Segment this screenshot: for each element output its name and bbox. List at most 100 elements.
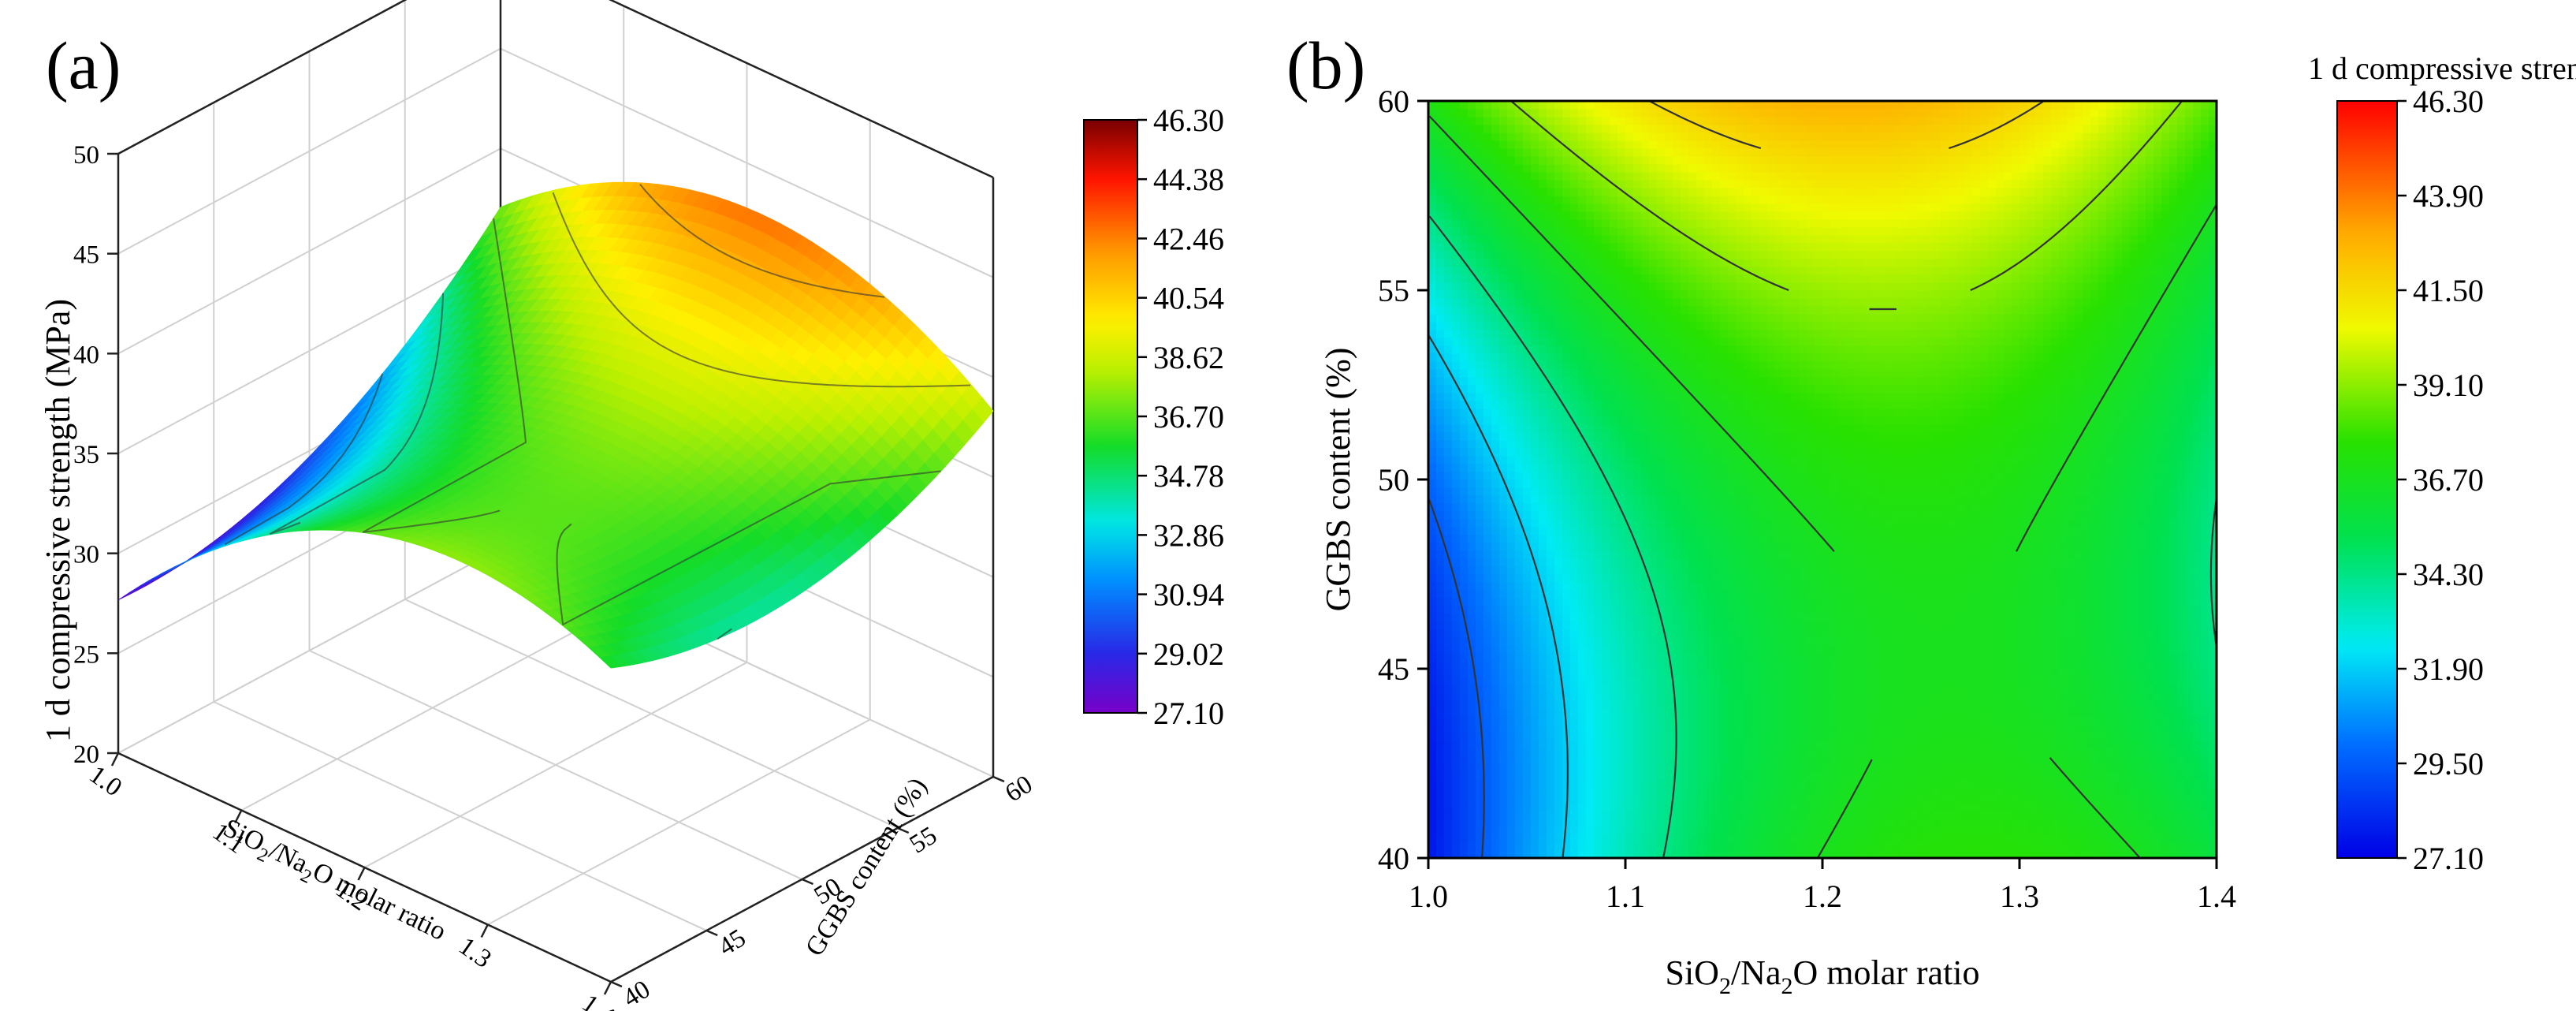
z-tick-label: 20 (73, 741, 99, 769)
contour-cell (1468, 795, 1476, 804)
contour-cell (1783, 724, 1792, 733)
contour-cell (1570, 771, 1579, 780)
contour-cell (1759, 803, 1768, 811)
contour-cell (2106, 803, 2115, 811)
contour-cell (1728, 614, 1737, 622)
contour-cell (2185, 614, 2194, 622)
contour-cell (1878, 621, 1886, 630)
contour-cell (1941, 755, 1949, 764)
contour-cell (1870, 834, 1878, 843)
contour-cell (1649, 692, 1658, 701)
contour-cell (1547, 708, 1555, 717)
contour-cell (2177, 645, 2186, 654)
contour-cell (1893, 708, 1902, 717)
contour-cell (2012, 677, 2020, 685)
contour-cell (2051, 653, 2060, 662)
contour-cell (2114, 842, 2123, 851)
contour-cell (1688, 771, 1697, 780)
z-tick-label: 45 (73, 241, 99, 270)
contour-cell (1515, 685, 1524, 693)
contour-cell (1633, 708, 1642, 717)
contour-cell (1720, 819, 1729, 827)
contour-cell (1625, 629, 1634, 638)
contour-cell (1665, 748, 1673, 756)
contour-cell (1830, 803, 1839, 811)
contour-cell (1846, 629, 1855, 638)
contour-cell (1736, 677, 1744, 685)
contour-cell (2153, 826, 2162, 835)
contour-cell (1507, 842, 1516, 851)
contour-cell (1775, 692, 1784, 701)
contour-cell (1665, 700, 1673, 709)
contour-cell (2161, 732, 2170, 741)
contour-cell (1657, 700, 1666, 709)
contour-cell (1885, 803, 1894, 811)
contour-cell (1854, 724, 1863, 733)
contour-cell (1996, 787, 2005, 796)
contour-cell (1925, 819, 1934, 827)
contour-cell (1515, 755, 1524, 764)
contour-cell (1562, 606, 1571, 614)
contour-cell (1925, 677, 1934, 685)
contour-cell (2051, 819, 2060, 827)
contour-cell (1925, 771, 1934, 780)
contour-cell (1878, 826, 1886, 835)
contour-cell (2201, 755, 2209, 764)
contour-cell (2169, 771, 2178, 780)
contour-cell (1507, 771, 1516, 780)
contour-cell (1783, 661, 1792, 670)
contour-cell (1625, 708, 1634, 717)
contour-cell (1736, 685, 1744, 693)
box-edge (117, 0, 408, 155)
contour-cell (1436, 637, 1445, 646)
contour-cell (1901, 716, 1910, 725)
contour-cell (2114, 779, 2123, 788)
contour-cell (1744, 645, 1752, 654)
contour-cell (1956, 661, 1965, 670)
contour-cell (1625, 826, 1634, 835)
contour-cell (1649, 755, 1658, 764)
contour-cell (2161, 787, 2170, 796)
contour-cell (1791, 771, 1800, 780)
contour-cell (1799, 653, 1807, 662)
contour-cell (1602, 645, 1610, 654)
contour-cell (1783, 708, 1792, 717)
panel-b-label: (b) (1286, 28, 1365, 103)
contour-cell (1783, 637, 1792, 646)
contour-cell (1783, 716, 1792, 725)
contour-cell (1602, 677, 1610, 685)
contour-cell (1893, 614, 1902, 622)
contour-cell (2153, 842, 2162, 851)
contour-cell (2059, 811, 2068, 819)
contour-cell (1704, 669, 1713, 677)
contour-cell (1625, 811, 1634, 819)
contour-cell (2185, 653, 2194, 662)
contour-cell (2019, 661, 2028, 670)
contour-cell (1878, 669, 1886, 677)
contour-cell (1854, 700, 1863, 709)
contour-cell (2114, 716, 2123, 725)
contour-cell (1783, 803, 1792, 811)
contour-cell (2185, 819, 2194, 827)
contour-cell (2153, 740, 2162, 748)
contour-cell (1499, 732, 1508, 741)
contour-cell (1736, 692, 1744, 701)
contour-cell (2090, 732, 2099, 741)
contour-cell (1633, 732, 1642, 741)
contour-cell (1925, 692, 1934, 701)
contour-cell (1799, 811, 1807, 819)
contour-cell (1507, 811, 1516, 819)
contour-cell (1460, 677, 1469, 685)
contour-cell (1964, 740, 1973, 748)
contour-cell (1712, 732, 1721, 741)
contour-cell (1562, 621, 1571, 630)
contour-cell (1980, 771, 1989, 780)
contour-cell (2122, 724, 2131, 733)
contour-cell (1767, 803, 1776, 811)
contour-cell (2027, 716, 2036, 725)
contour-cell (2177, 779, 2186, 788)
contour-cell (2177, 771, 2186, 780)
contour-cell (1980, 803, 1989, 811)
contour-cell (1570, 826, 1579, 835)
contour-cell (2098, 755, 2107, 764)
